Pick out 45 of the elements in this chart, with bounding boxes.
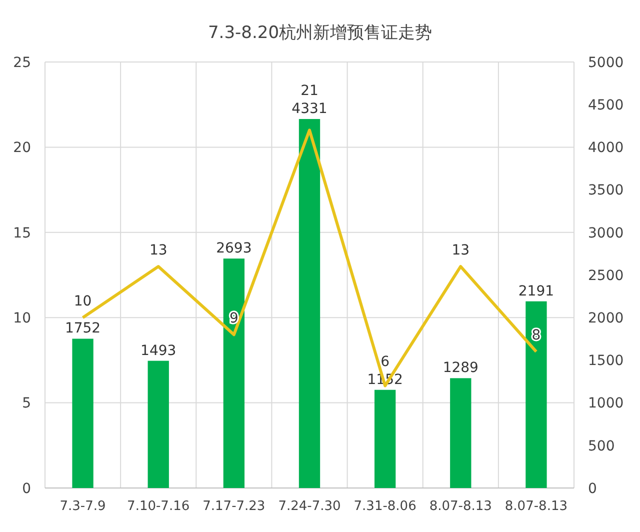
data-label: 13 bbox=[149, 242, 168, 258]
bar bbox=[374, 390, 396, 488]
x-tick-label: 7.24-7.30 bbox=[278, 499, 341, 514]
y-tick-label: 0 bbox=[22, 480, 31, 497]
data-label: 1289 bbox=[442, 360, 478, 376]
data-label: 1493 bbox=[140, 342, 176, 359]
y2-tick-label: 2000 bbox=[588, 310, 624, 326]
bar bbox=[223, 258, 245, 488]
x-tick-label: 7.10-7.16 bbox=[127, 499, 190, 514]
x-tick-label: 8.07-8.13 bbox=[504, 499, 568, 514]
y2-tick-label: 5000 bbox=[588, 54, 624, 71]
y-tick-label: 5 bbox=[22, 396, 31, 412]
x-tick-label: 7.31-8.06 bbox=[354, 499, 416, 514]
y2-tick-label: 0 bbox=[588, 480, 597, 497]
bar bbox=[298, 119, 320, 488]
data-label: 2191 bbox=[518, 283, 554, 300]
bar bbox=[72, 338, 94, 488]
data-label: 2693 bbox=[216, 240, 252, 257]
data-label: 4331 bbox=[292, 101, 328, 117]
x-tick-label: 7.17-7.23 bbox=[202, 499, 266, 514]
x-tick-label: 7.3-7.9 bbox=[60, 499, 106, 514]
y2-tick-label: 1000 bbox=[588, 396, 624, 412]
data-label: 6 bbox=[380, 354, 390, 370]
bar bbox=[526, 301, 547, 488]
chart-title: 7.3-8.20杭州新增预售证走势 bbox=[208, 23, 432, 43]
data-label: 13 bbox=[452, 242, 470, 258]
y2-tick-label: 4500 bbox=[588, 98, 624, 114]
x-tick-label: 8.07-8.13 bbox=[429, 499, 492, 514]
y-tick-label: 10 bbox=[13, 310, 31, 326]
y2-tick-label: 500 bbox=[588, 438, 615, 454]
y2-tick-label: 2500 bbox=[588, 268, 624, 284]
y-tick-label: 25 bbox=[13, 54, 31, 71]
y2-tick-label: 1500 bbox=[588, 353, 624, 370]
data-label: 1752 bbox=[64, 320, 101, 337]
bar bbox=[450, 378, 472, 488]
data-label: 21 bbox=[300, 83, 318, 99]
data-label: 8 bbox=[532, 328, 541, 344]
y2-tick-label: 3000 bbox=[588, 225, 624, 242]
bar bbox=[148, 360, 169, 488]
data-label: 10 bbox=[74, 294, 92, 310]
y2-tick-label: 3500 bbox=[588, 182, 624, 199]
y-tick-label: 20 bbox=[13, 140, 31, 156]
data-label: 9 bbox=[229, 310, 238, 327]
y2-tick-label: 4000 bbox=[588, 140, 624, 156]
y-tick-label: 15 bbox=[13, 225, 31, 242]
